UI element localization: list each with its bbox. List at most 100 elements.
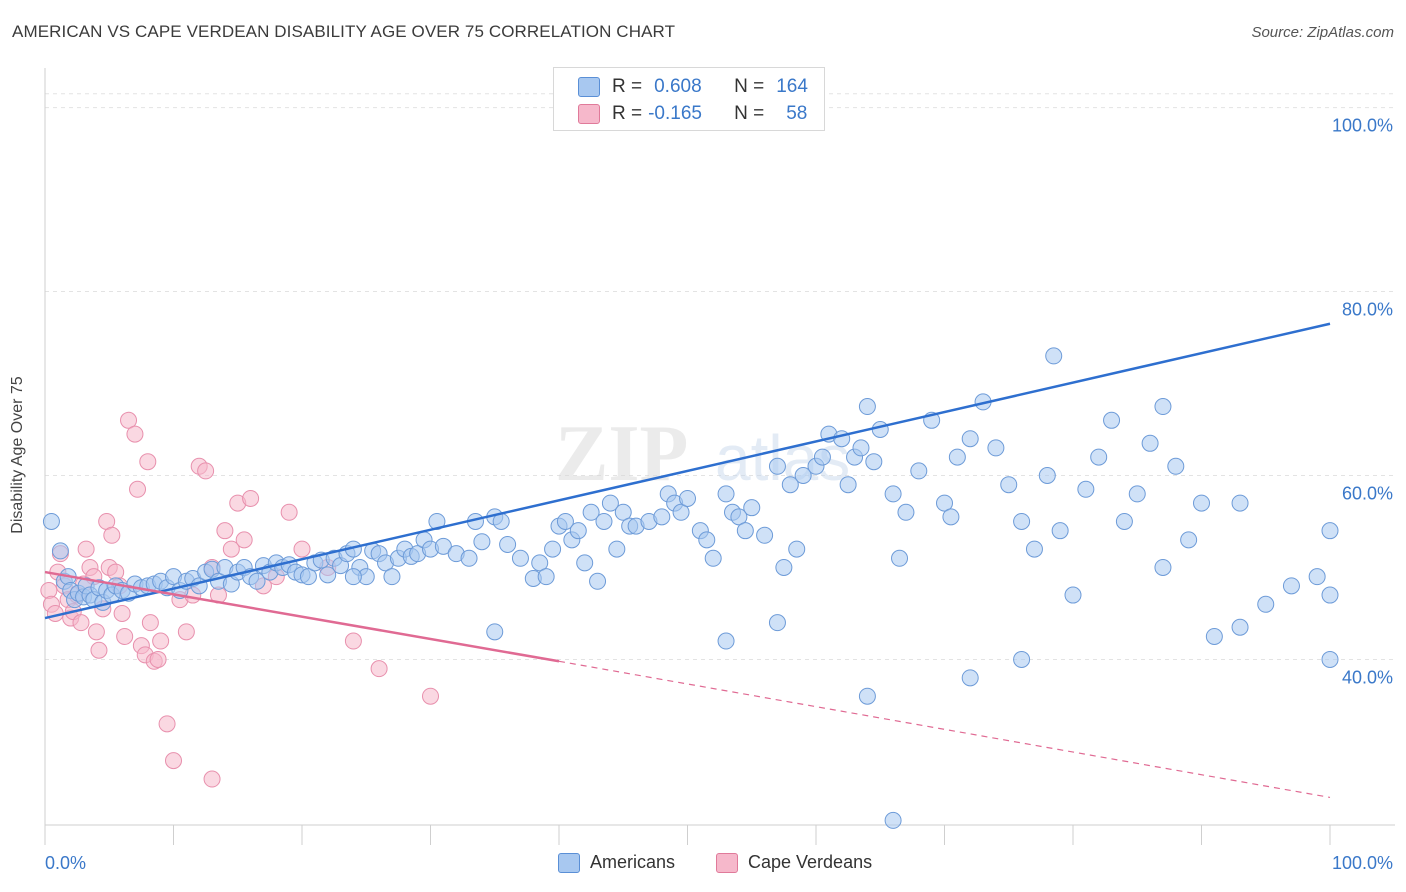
cape-verdean-point — [72, 614, 90, 632]
american-point — [730, 508, 748, 526]
american-point — [1000, 476, 1018, 494]
american-point — [891, 549, 909, 567]
american-point — [1038, 466, 1056, 484]
american-point — [1025, 540, 1043, 558]
american-point — [653, 508, 671, 526]
cape-verdean-point — [216, 522, 234, 540]
american-point — [1154, 398, 1172, 416]
cape-verdean-point — [116, 627, 134, 645]
cape-verdean-point — [40, 581, 58, 599]
legend-swatch-americans — [578, 77, 600, 97]
american-point — [1193, 494, 1210, 512]
american-point — [1115, 512, 1133, 530]
legend-row-americans: R = 0.608 N = 164 — [554, 74, 808, 100]
american-point — [813, 448, 831, 466]
american-point — [987, 439, 1005, 457]
american-point — [781, 476, 799, 494]
american-point — [531, 554, 549, 572]
cape-verdean-point — [152, 632, 170, 650]
cape-verdean-point — [129, 480, 147, 498]
legend-r-value-cape-verdeans: -0.165 — [648, 103, 702, 124]
american-point — [698, 531, 716, 549]
american-point — [537, 568, 555, 586]
american-trendline — [44, 322, 1331, 620]
american-point — [897, 503, 915, 521]
american-point — [544, 540, 562, 558]
american-point — [756, 526, 774, 544]
american-point — [486, 623, 504, 641]
american-point — [775, 558, 793, 576]
american-point — [788, 540, 806, 558]
cape-verdean-point — [87, 623, 105, 641]
american-point — [884, 485, 902, 503]
american-point — [1128, 485, 1146, 503]
american-point — [942, 508, 960, 526]
legend-n-label: N = — [734, 76, 765, 97]
american-point — [865, 453, 883, 471]
american-point — [961, 669, 979, 687]
american-point — [569, 522, 587, 540]
american-point — [383, 568, 401, 586]
american-point — [608, 540, 626, 558]
cape-verdean-point — [280, 503, 298, 521]
cape-verdean-point — [293, 540, 311, 558]
cape-verdean-point — [90, 641, 108, 659]
american-point — [1282, 577, 1300, 595]
american-point — [1064, 586, 1082, 604]
cape-verdean-point — [141, 614, 159, 632]
american-point — [511, 549, 529, 567]
american-point — [839, 476, 857, 494]
axes — [44, 68, 1395, 845]
american-point — [1167, 457, 1185, 475]
x-tick-labels: 0.0% 100.0% — [45, 853, 1393, 873]
american-point — [1321, 522, 1339, 540]
cape-verdean-point — [344, 632, 362, 650]
cape-verdean-point — [149, 650, 167, 668]
x-tick-label: 100.0% — [1332, 853, 1393, 873]
bottom-legend-cape-verdeans: Cape Verdeans — [716, 852, 872, 873]
american-point — [910, 462, 928, 480]
american-point — [852, 439, 870, 457]
y-tick-label: 60.0% — [1342, 483, 1393, 503]
legend: R = 0.608 N = 164 R = -0.165 N = 58 — [553, 67, 825, 131]
american-point — [736, 522, 754, 540]
american-point — [743, 499, 761, 517]
cape-verdean-point — [165, 752, 182, 770]
american-point — [1321, 650, 1339, 668]
bottom-legend-americans: Americans — [558, 852, 675, 873]
american-point — [1141, 434, 1159, 452]
cape-verdean-point — [113, 604, 131, 622]
american-point — [1231, 494, 1249, 512]
american-point — [1257, 595, 1275, 613]
american-point — [884, 811, 902, 829]
cape-verdean-point — [235, 531, 253, 549]
american-point — [614, 503, 632, 521]
american-point — [871, 421, 889, 439]
x-tick-label: 0.0% — [45, 853, 86, 873]
chart-title: AMERICAN VS CAPE VERDEAN DISABILITY AGE … — [12, 22, 676, 41]
american-point — [858, 398, 876, 416]
american-point — [858, 687, 876, 705]
svg-text:ZIP: ZIP — [555, 410, 688, 498]
legend-n-label: N = — [734, 103, 765, 124]
american-point — [434, 537, 452, 555]
cape-verdean-point — [242, 489, 260, 507]
american-point — [1013, 512, 1031, 530]
american-point — [768, 457, 786, 475]
y-tick-label: 100.0% — [1332, 116, 1393, 136]
american-point — [717, 485, 735, 503]
american-point — [601, 494, 619, 512]
american-point — [1051, 522, 1069, 540]
bottom-legend-swatch-americans — [558, 852, 580, 873]
american-point — [299, 568, 317, 586]
american-point — [1231, 618, 1249, 636]
american-point — [1154, 558, 1172, 576]
american-point — [556, 512, 574, 530]
watermark: ZIP atlas — [555, 410, 850, 498]
cape-verdean-point — [222, 540, 240, 558]
american-point — [679, 489, 696, 507]
legend-r-value-americans: 0.608 — [654, 76, 702, 97]
american-point — [1308, 568, 1326, 586]
american-point — [768, 614, 786, 632]
